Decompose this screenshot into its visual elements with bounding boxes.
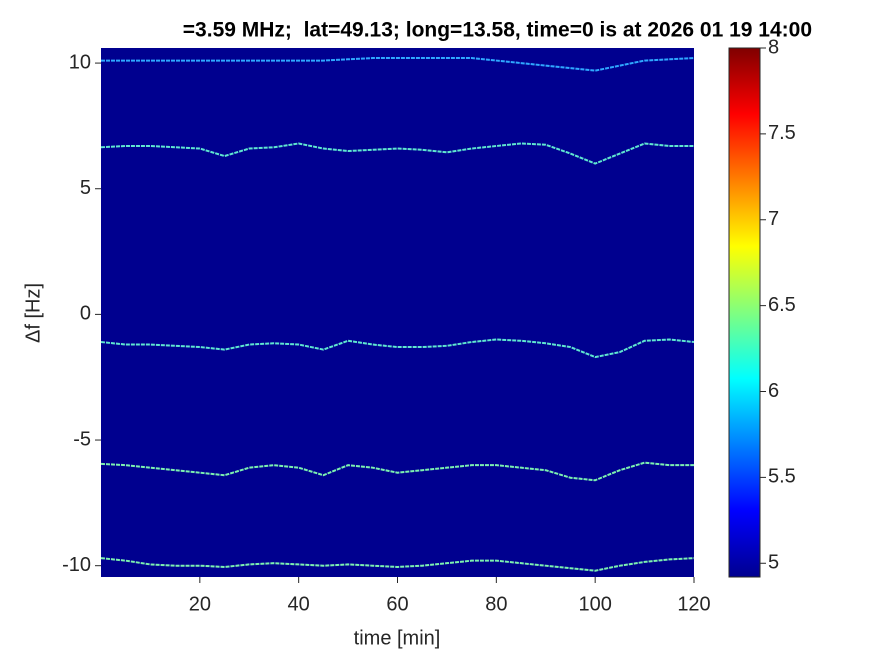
x-tick-label: 40	[288, 593, 310, 615]
trace-line	[100, 338, 695, 359]
trace-line	[100, 461, 694, 482]
trace-line	[100, 557, 695, 572]
y-tick-label: 10	[69, 51, 91, 73]
x-tick-label: 80	[485, 593, 507, 615]
y-axis-label: Δf [Hz]	[22, 283, 44, 343]
x-tick-label: 60	[386, 593, 408, 615]
colorbar-tick-label: 6.5	[768, 294, 796, 316]
x-axis-label: time [min]	[354, 627, 441, 649]
plot-area	[101, 48, 694, 577]
y-tick-label: -5	[73, 428, 91, 450]
trace-line	[100, 142, 694, 165]
colorbar	[728, 47, 761, 578]
chart-title: =3.59 MHz; lat=49.13; long=13.58, time=0…	[183, 19, 812, 42]
colorbar-tick-label: 5.5	[768, 466, 796, 488]
colorbar-tick-label: 8	[768, 36, 779, 58]
colorbar-tick-label: 6	[768, 380, 779, 402]
colorbar-tick-label: 7	[768, 208, 779, 230]
x-tick-label: 120	[677, 593, 710, 615]
colorbar-tick-label: 5	[768, 552, 779, 574]
y-tick-label: 5	[80, 177, 91, 199]
y-tick-label: -10	[62, 554, 91, 576]
colorbar-tick-label: 7.5	[768, 122, 796, 144]
y-tick-label: 0	[80, 303, 91, 325]
x-tick-label: 100	[578, 593, 611, 615]
x-tick-label: 20	[189, 593, 211, 615]
trace-line	[101, 57, 695, 72]
